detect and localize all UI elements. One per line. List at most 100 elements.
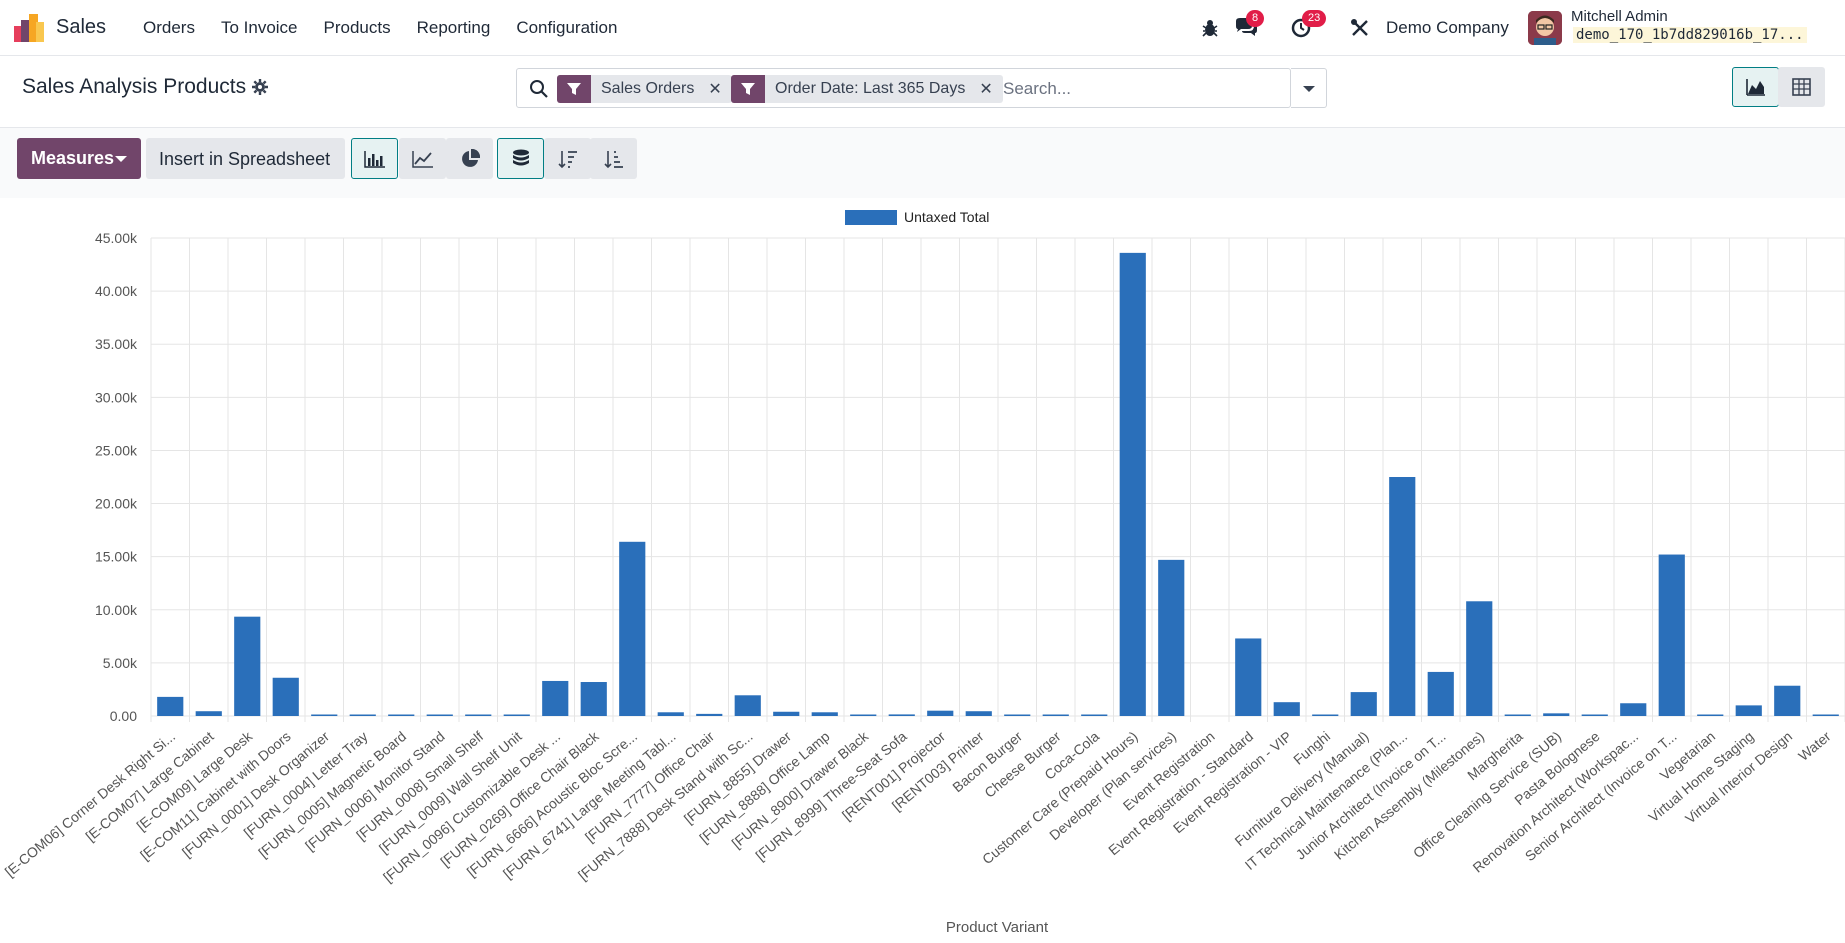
- bar[interactable]: [195, 711, 222, 716]
- menu-to-invoice[interactable]: To Invoice: [220, 18, 298, 37]
- bar[interactable]: [157, 696, 184, 716]
- bar[interactable]: [1312, 714, 1339, 717]
- bar[interactable]: [1543, 713, 1570, 716]
- bar[interactable]: [272, 677, 299, 716]
- legend[interactable]: Untaxed Total: [845, 209, 989, 225]
- bar[interactable]: [426, 714, 453, 717]
- bar[interactable]: [811, 712, 838, 716]
- search-input[interactable]: [1003, 76, 1273, 102]
- bar[interactable]: [503, 714, 530, 717]
- user-name[interactable]: Mitchell Admin: [1571, 8, 1668, 25]
- bar[interactable]: [388, 714, 415, 717]
- bar[interactable]: [311, 714, 338, 717]
- bar[interactable]: [1273, 702, 1300, 716]
- bar[interactable]: [349, 714, 376, 717]
- sort-ascending-icon: [603, 150, 623, 168]
- pie-chart-button[interactable]: [446, 138, 493, 179]
- bar[interactable]: [1004, 714, 1031, 717]
- measures-dropdown[interactable]: Measures: [17, 138, 141, 179]
- insert-in-spreadsheet-button[interactable]: Insert in Spreadsheet: [146, 138, 345, 179]
- bar[interactable]: [927, 710, 954, 716]
- sales-app-icon[interactable]: [14, 14, 44, 42]
- top-navbar: Sales Orders To Invoice Products Reporti…: [0, 0, 1845, 56]
- search-options-toggle[interactable]: [1291, 68, 1327, 108]
- bar[interactable]: [1235, 638, 1262, 716]
- menu-orders[interactable]: Orders: [143, 18, 195, 37]
- gear-icon[interactable]: [252, 79, 268, 95]
- bar[interactable]: [888, 714, 915, 716]
- bar[interactable]: [734, 695, 761, 716]
- remove-facet-button[interactable]: ✕: [708, 81, 722, 98]
- bar[interactable]: [465, 714, 492, 717]
- caret-down-icon: [1303, 86, 1315, 92]
- bar[interactable]: [1697, 714, 1724, 717]
- line-chart-button[interactable]: [399, 138, 446, 179]
- bar[interactable]: [657, 712, 684, 716]
- bar[interactable]: [1119, 252, 1146, 717]
- y-tick-label: 40.00k: [95, 283, 138, 299]
- x-axis-ticks: [E-COM06] Corner Desk Right Si...[E-COM0…: [2, 727, 1834, 885]
- area-chart-icon: [1746, 79, 1765, 96]
- bar[interactable]: [1581, 714, 1608, 717]
- bar[interactable]: [850, 714, 877, 717]
- y-tick-label: 20.00k: [95, 496, 138, 512]
- view-pivot-button[interactable]: [1778, 67, 1825, 107]
- pie-chart-icon: [461, 148, 480, 167]
- table-icon: [1792, 78, 1811, 96]
- bar[interactable]: [965, 711, 992, 716]
- y-tick-label: 35.00k: [95, 336, 138, 352]
- messages-button[interactable]: 8: [1234, 10, 1265, 39]
- stacked-button[interactable]: [497, 138, 544, 179]
- bar[interactable]: [1042, 714, 1069, 717]
- menu-configuration[interactable]: Configuration: [516, 18, 618, 37]
- bar[interactable]: [1466, 601, 1493, 716]
- menu-reporting[interactable]: Reporting: [416, 18, 491, 37]
- facet-order-date: Order Date: Last 365 Days ✕: [731, 75, 1003, 103]
- user-avatar[interactable]: [1528, 11, 1562, 45]
- sort-descending-button[interactable]: [544, 138, 591, 179]
- bar[interactable]: [580, 682, 607, 716]
- facet-label: Order Date: Last 365 Days: [775, 80, 966, 97]
- legend-swatch: [845, 210, 897, 225]
- bar-chart-button[interactable]: [351, 138, 398, 179]
- bar[interactable]: [1658, 554, 1685, 716]
- clock-icon: [1291, 18, 1311, 38]
- menu-products[interactable]: Products: [323, 18, 391, 37]
- bar[interactable]: [1081, 714, 1108, 717]
- sort-ascending-button[interactable]: [590, 138, 637, 179]
- bar[interactable]: [696, 713, 723, 716]
- bar[interactable]: [1427, 671, 1454, 716]
- facet-label: Sales Orders: [601, 80, 695, 97]
- divider: [0, 127, 1845, 128]
- debug-bug-icon[interactable]: [1199, 17, 1221, 39]
- search-icon[interactable]: [529, 79, 549, 99]
- bar[interactable]: [1504, 714, 1531, 717]
- activities-button[interactable]: 23: [1290, 10, 1327, 39]
- tools-icon[interactable]: [1349, 17, 1371, 39]
- bar[interactable]: [773, 711, 800, 716]
- bar[interactable]: [1158, 559, 1185, 716]
- bar[interactable]: [619, 541, 646, 716]
- messages-count-badge: 8: [1246, 10, 1265, 27]
- remove-facet-button[interactable]: ✕: [979, 81, 993, 98]
- database-name: demo_170_1b7dd829016b_17...: [1573, 27, 1807, 43]
- bar[interactable]: [234, 616, 261, 716]
- app-name[interactable]: Sales: [56, 16, 107, 38]
- caret-down-icon: [115, 156, 127, 162]
- bar[interactable]: [1774, 685, 1801, 716]
- bar[interactable]: [1350, 692, 1377, 716]
- x-tick-label: Water: [1795, 728, 1834, 764]
- bar[interactable]: [1389, 477, 1416, 716]
- line-chart-icon: [411, 150, 433, 168]
- x-axis-title: Product Variant: [946, 919, 1049, 936]
- bar[interactable]: [1735, 705, 1762, 716]
- facet-sales-orders: Sales Orders ✕: [557, 75, 732, 103]
- view-graph-button[interactable]: [1732, 67, 1779, 107]
- bar[interactable]: [1812, 714, 1839, 717]
- company-switcher[interactable]: Demo Company: [1386, 18, 1509, 37]
- bar[interactable]: [542, 680, 569, 716]
- bar[interactable]: [1620, 703, 1647, 716]
- y-tick-label: 15.00k: [95, 549, 138, 565]
- legend-label: Untaxed Total: [904, 209, 989, 225]
- grid: [150, 237, 1845, 722]
